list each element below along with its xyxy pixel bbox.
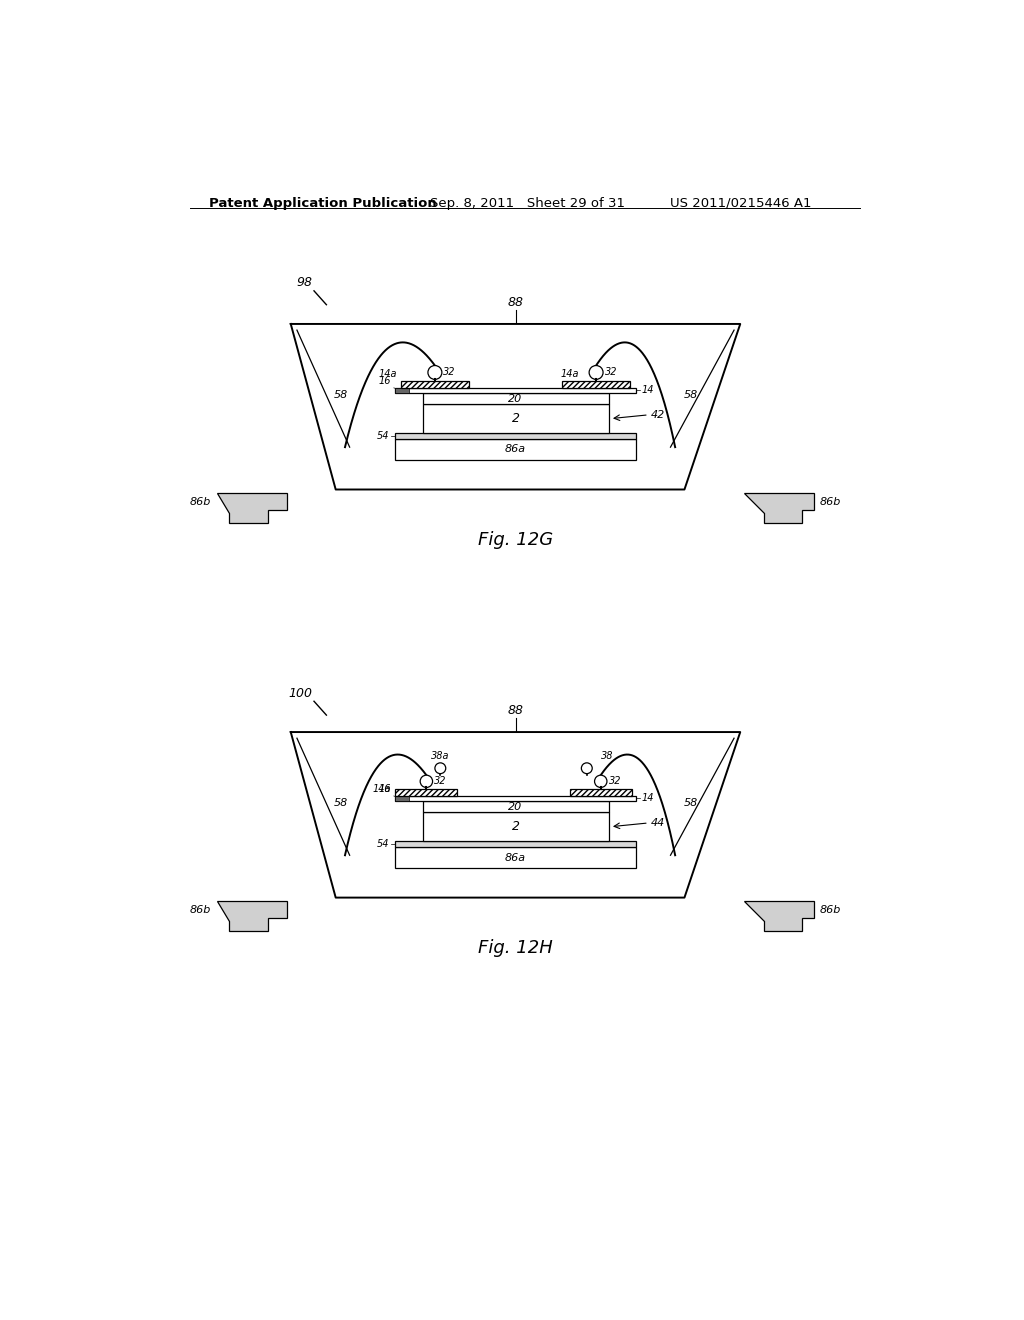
Text: 86b: 86b bbox=[820, 496, 842, 507]
Circle shape bbox=[420, 775, 432, 788]
Polygon shape bbox=[217, 902, 287, 931]
Polygon shape bbox=[395, 438, 636, 461]
Text: 86a: 86a bbox=[505, 445, 526, 454]
Text: 86b: 86b bbox=[189, 906, 211, 915]
Polygon shape bbox=[395, 789, 458, 796]
Text: 14a: 14a bbox=[379, 370, 397, 379]
Circle shape bbox=[595, 775, 607, 788]
Text: 44: 44 bbox=[651, 818, 666, 828]
Polygon shape bbox=[744, 494, 814, 523]
Text: 32: 32 bbox=[434, 776, 446, 787]
Text: US 2011/0215446 A1: US 2011/0215446 A1 bbox=[671, 197, 812, 210]
Text: Patent Application Publication: Patent Application Publication bbox=[209, 197, 437, 210]
Text: 58: 58 bbox=[683, 391, 697, 400]
Text: 2: 2 bbox=[512, 820, 519, 833]
Polygon shape bbox=[217, 494, 287, 523]
Text: 42: 42 bbox=[651, 409, 666, 420]
Text: 20: 20 bbox=[508, 393, 522, 404]
Text: 32: 32 bbox=[443, 367, 456, 378]
Text: 58: 58 bbox=[683, 799, 697, 808]
Polygon shape bbox=[395, 847, 636, 869]
Text: 16: 16 bbox=[379, 784, 391, 795]
Polygon shape bbox=[395, 796, 410, 801]
Polygon shape bbox=[400, 381, 469, 388]
Text: 38: 38 bbox=[601, 751, 613, 762]
Text: 14: 14 bbox=[642, 793, 654, 804]
Text: Fig. 12G: Fig. 12G bbox=[478, 531, 553, 549]
Text: 32: 32 bbox=[608, 776, 621, 787]
Polygon shape bbox=[423, 404, 608, 433]
Text: 58: 58 bbox=[334, 391, 347, 400]
Polygon shape bbox=[423, 393, 608, 404]
Text: 20: 20 bbox=[508, 801, 522, 812]
Polygon shape bbox=[423, 801, 608, 812]
Text: 14: 14 bbox=[642, 385, 654, 395]
Circle shape bbox=[582, 763, 592, 774]
Polygon shape bbox=[562, 381, 630, 388]
Polygon shape bbox=[744, 902, 814, 931]
Text: 32: 32 bbox=[604, 367, 617, 378]
Text: 86a: 86a bbox=[505, 853, 526, 862]
Text: 88: 88 bbox=[508, 704, 523, 717]
Text: 14a: 14a bbox=[560, 370, 579, 379]
Text: 14a: 14a bbox=[373, 784, 391, 795]
Circle shape bbox=[435, 763, 445, 774]
Text: 54: 54 bbox=[377, 432, 389, 441]
Polygon shape bbox=[569, 789, 632, 796]
Text: 88: 88 bbox=[508, 296, 523, 309]
Text: 2: 2 bbox=[512, 412, 519, 425]
Text: 100: 100 bbox=[289, 686, 312, 700]
Text: 86b: 86b bbox=[189, 496, 211, 507]
Polygon shape bbox=[423, 812, 608, 841]
Polygon shape bbox=[395, 388, 636, 393]
Polygon shape bbox=[395, 433, 636, 438]
Text: Fig. 12H: Fig. 12H bbox=[478, 939, 553, 957]
Polygon shape bbox=[395, 796, 636, 801]
Text: 54: 54 bbox=[377, 840, 389, 849]
Text: Sep. 8, 2011   Sheet 29 of 31: Sep. 8, 2011 Sheet 29 of 31 bbox=[430, 197, 626, 210]
Text: 98: 98 bbox=[297, 276, 312, 289]
Polygon shape bbox=[395, 388, 410, 393]
Circle shape bbox=[428, 366, 442, 379]
Circle shape bbox=[589, 366, 603, 379]
Text: 58: 58 bbox=[334, 799, 347, 808]
Polygon shape bbox=[395, 841, 636, 847]
Text: 16: 16 bbox=[379, 376, 391, 387]
Text: 86b: 86b bbox=[820, 906, 842, 915]
Text: 38a: 38a bbox=[431, 751, 450, 762]
